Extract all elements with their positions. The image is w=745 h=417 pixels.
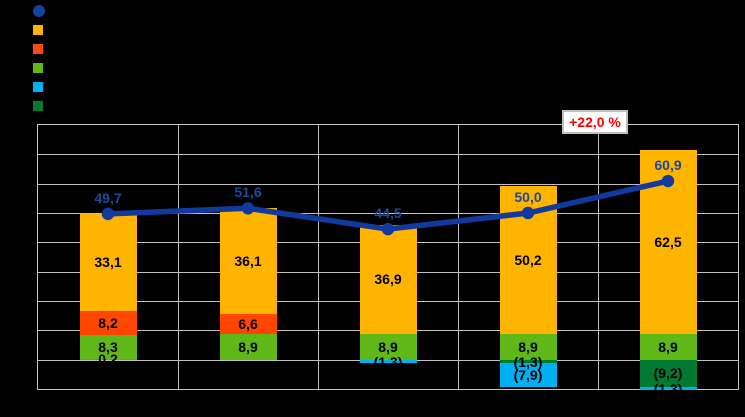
line-marker-1 <box>101 207 115 221</box>
bar-segment-label-orange-4: 50,2 <box>514 251 542 268</box>
bar-segment-green-2 <box>219 333 277 360</box>
line-value-label-2: 51,6 <box>234 184 262 201</box>
square-marker-icon <box>33 81 43 92</box>
bar-segment-label-red-2: 6,6 <box>238 315 258 332</box>
bar-segment-orange-3 <box>359 225 417 334</box>
line-value-label-5: 60,9 <box>654 157 682 174</box>
gridline-vertical <box>598 125 599 389</box>
square-marker-icon <box>33 24 43 35</box>
plot-area: 0,2 8,3 8,2 33,1 8,9 6,6 36,1 8,9 36,9 (1,3) 8,9 50… <box>37 124 739 397</box>
legend-item-green-series <box>33 58 52 77</box>
bar-segment-label-orange-3: 36,9 <box>374 271 402 288</box>
bar-segment-cyan-4 <box>499 363 557 387</box>
bar-segment-label-orange-2: 36,1 <box>234 253 262 270</box>
bar-segment-red-2 <box>219 314 277 334</box>
bar-segment-label-green-4: 8,9 <box>518 338 538 355</box>
line-marker-2 <box>241 202 255 215</box>
bar-segment-green-3 <box>359 333 417 360</box>
bar-segment-green-4 <box>499 333 557 360</box>
square-marker-icon <box>33 43 43 54</box>
bar-segment-label-green-2: 8,9 <box>238 338 258 355</box>
legend-item-dark-green-series <box>33 96 52 115</box>
bar-segment-label-green-3: 8,9 <box>378 338 398 355</box>
bar-segment-label-green-1: 8,3 <box>98 338 118 355</box>
bar-segment-darkgreen-5 <box>639 359 697 387</box>
bar-segment-label-green-5: 8,9 <box>658 338 678 355</box>
growth-annotation-text: +22,0 % <box>569 114 621 130</box>
bar-segment-darkgreen-4 <box>499 359 557 364</box>
line-value-label-4: 50,0 <box>514 189 542 205</box>
gridline-vertical <box>318 125 319 389</box>
circle-marker-icon <box>33 4 45 17</box>
line-marker-3 <box>381 222 395 236</box>
chart-legend <box>33 1 52 115</box>
gridline-horizontal <box>38 213 738 214</box>
line-marker-5 <box>661 174 675 188</box>
bar-segment-label-cyan-3: (1,3) <box>373 353 403 370</box>
gridline-vertical <box>458 125 459 389</box>
legend-item-orange-series <box>33 20 52 39</box>
legend-item-cyan-series <box>33 77 52 96</box>
square-marker-icon <box>33 62 43 73</box>
bar-segment-cyan-3 <box>359 359 417 364</box>
bar-segment-green-5 <box>639 333 697 360</box>
bar-segment-orange-2 <box>219 208 277 315</box>
square-marker-icon <box>33 100 43 111</box>
bar-segment-label-cyan-5: (1,3) <box>653 380 683 397</box>
bar-segment-red-1 <box>79 310 137 335</box>
bar-segment-label-cyan-1: 0,2 <box>98 351 118 368</box>
bar-segment-label-darkgreen-5: (9,2) <box>653 365 683 382</box>
bar-segment-cyan-5 <box>639 386 697 391</box>
gridline-vertical <box>178 125 179 389</box>
bar-segment-label-orange-1: 33,1 <box>94 254 122 271</box>
total-line-series <box>101 174 675 236</box>
gridline-horizontal <box>38 154 738 156</box>
growth-annotation-badge: +22,0 % <box>562 110 628 134</box>
bar-segment-label-red-1: 8,2 <box>98 314 118 331</box>
bar-segment-label-orange-5: 62,5 <box>654 233 682 250</box>
bar-segment-label-darkgreen-4: (1,3) <box>513 353 543 370</box>
bar-segment-label-cyan-4: (7,9) <box>513 367 543 384</box>
line-value-label-3: 44,5 <box>374 205 402 222</box>
gridline-horizontal <box>38 183 738 185</box>
bar-segment-cyan-1 <box>79 359 137 360</box>
legend-item-line-total-series <box>33 1 52 20</box>
line-marker-4 <box>521 206 535 220</box>
legend-item-red-series <box>33 39 52 58</box>
line-value-label-1: 49,7 <box>94 189 122 206</box>
bar-segment-orange-1 <box>79 213 137 311</box>
bar-segment-green-1 <box>79 334 137 360</box>
